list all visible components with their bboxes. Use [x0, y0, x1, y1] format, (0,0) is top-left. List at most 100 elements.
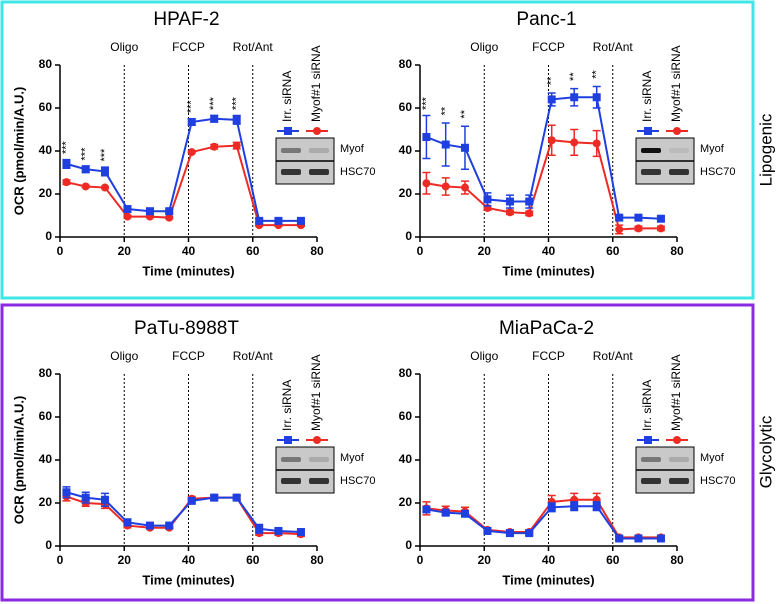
legend-label: Irr. siRNA: [280, 71, 294, 122]
y-tick-label: 20: [399, 186, 413, 200]
y-tick-label: 80: [39, 57, 53, 71]
y-tick-label: 60: [39, 409, 53, 423]
legend-marker: [284, 436, 292, 444]
marker: [255, 524, 264, 533]
marker: [145, 521, 154, 530]
marker: [525, 529, 534, 538]
legend-label: Myof#1 siRNA: [309, 45, 323, 122]
legend-marker: [673, 436, 681, 444]
y-tick-label: 80: [39, 366, 53, 380]
phase-label: Rot/Ant: [233, 40, 274, 54]
marker: [441, 182, 450, 191]
blot-label: Myof: [340, 452, 365, 464]
marker: [592, 502, 601, 511]
blot-label: HSC70: [340, 475, 375, 487]
legend-label: Irr. siRNA: [640, 71, 654, 122]
x-tick-label: 20: [478, 244, 492, 258]
legend-label: Myof#1 siRNA: [669, 45, 683, 122]
x-tick-label: 80: [310, 244, 324, 258]
marker: [656, 534, 665, 543]
significance-label: ***: [80, 147, 92, 161]
x-tick-label: 40: [542, 553, 556, 567]
x-tick-label: 40: [182, 244, 196, 258]
x-tick-label: 20: [118, 553, 132, 567]
legend-marker: [644, 436, 652, 444]
x-tick-label: 0: [57, 553, 64, 567]
x-tick-label: 40: [542, 244, 556, 258]
blot-band: [641, 478, 661, 484]
marker: [615, 225, 624, 234]
phase-label: Rot/Ant: [593, 40, 634, 54]
x-tick-label: 0: [57, 244, 64, 258]
blot-band: [281, 148, 301, 153]
marker: [634, 224, 643, 233]
marker: [570, 502, 579, 511]
marker: [296, 528, 305, 537]
marker: [81, 493, 90, 502]
y-tick-label: 20: [399, 495, 413, 509]
significance-label: ***: [99, 148, 111, 162]
marker: [232, 493, 241, 502]
phase-label: FCCP: [172, 349, 205, 363]
marker: [460, 143, 469, 152]
marker: [570, 138, 579, 147]
marker: [505, 197, 514, 206]
x-tick-label: 40: [182, 553, 196, 567]
marker: [100, 495, 109, 504]
blot-band: [309, 457, 329, 462]
y-tick-label: 0: [405, 229, 412, 243]
marker: [165, 213, 174, 222]
legend-marker: [313, 436, 321, 444]
marker: [547, 95, 556, 104]
legend-label: Irr. siRNA: [640, 380, 654, 431]
y-tick-label: 80: [399, 366, 413, 380]
x-tick-label: 60: [606, 244, 620, 258]
chart-title: Panc-1: [516, 9, 576, 30]
marker: [460, 509, 469, 518]
blot-label: Myof: [700, 143, 725, 155]
marker: [81, 165, 90, 174]
x-tick-label: 20: [478, 553, 492, 567]
y-tick-label: 0: [45, 229, 52, 243]
significance-label: ***: [420, 96, 432, 110]
marker: [232, 141, 241, 150]
blot-label: HSC70: [700, 166, 735, 178]
group-label: Lipogenic: [756, 113, 775, 186]
marker: [460, 183, 469, 192]
blot-band: [309, 148, 329, 153]
phase-label: FCCP: [532, 40, 565, 54]
chart-title: MiaPaCa-2: [499, 318, 594, 339]
phase-label: FCCP: [172, 40, 205, 54]
marker: [187, 148, 196, 157]
marker: [441, 140, 450, 149]
marker: [187, 496, 196, 505]
blot-band: [669, 169, 689, 175]
marker: [634, 534, 643, 543]
marker: [634, 213, 643, 222]
legend-label: Irr. siRNA: [280, 380, 294, 431]
phase-label: Oligo: [470, 349, 498, 363]
x-axis-label: Time (minutes): [142, 572, 234, 587]
marker: [505, 208, 514, 217]
series-line: [426, 498, 661, 539]
marker: [525, 197, 534, 206]
marker: [525, 209, 534, 218]
marker: [547, 136, 556, 145]
legend-marker: [313, 127, 321, 135]
blot-band: [669, 457, 689, 462]
marker: [255, 216, 264, 225]
y-tick-label: 40: [399, 452, 413, 466]
marker: [123, 518, 132, 527]
lipogenic-box: [0, 0, 755, 300]
marker: [210, 114, 219, 123]
blot-band: [281, 169, 301, 175]
blot-label: HSC70: [700, 475, 735, 487]
glycolytic-box: [0, 303, 755, 602]
x-tick-label: 60: [606, 553, 620, 567]
marker: [656, 224, 665, 233]
chart-title: HPAF-2: [153, 9, 219, 30]
marker: [615, 213, 624, 222]
blot-band: [309, 169, 329, 175]
marker: [570, 93, 579, 102]
